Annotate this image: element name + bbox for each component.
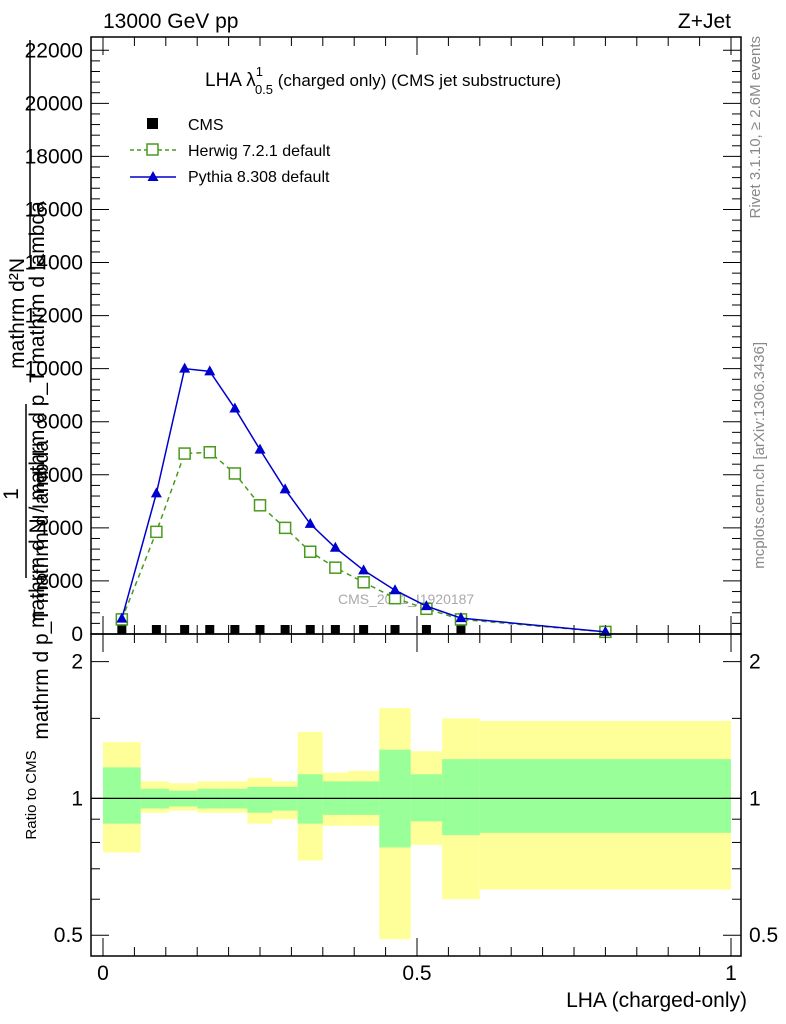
- herwig-point: [278, 521, 292, 535]
- plot-title-main: LHA λ: [205, 70, 256, 91]
- ratio-y-tick-label-right: 2: [749, 651, 761, 674]
- y-tick-label: 16000: [25, 198, 83, 221]
- header-right: Z+Jet: [678, 10, 731, 33]
- cms-point: [205, 625, 215, 634]
- pythia-point: [204, 365, 216, 376]
- pythia-point: [455, 612, 467, 623]
- y-tick-label: 0: [71, 623, 83, 646]
- plot-title: LHA λ1 0.5 (charged only) (CMS jet substr…: [205, 64, 561, 97]
- ratio-y-tick-label: 2: [71, 651, 83, 674]
- x-tick-label: 1: [725, 962, 737, 985]
- y-tick-label: 20000: [25, 92, 83, 115]
- y-tick-label: 2000: [36, 570, 83, 593]
- pythia-point: [279, 483, 291, 494]
- herwig-point: [253, 499, 267, 512]
- legend-herwig-label: Herwig 7.2.1 default: [188, 143, 331, 160]
- ratio-y-tick-label-right: 1: [749, 787, 761, 810]
- ratio-axis-ticks: 0.5 0.5 1 1 2 2 0 0.5 1: [54, 634, 778, 985]
- y-tick-label: 12000: [25, 305, 83, 328]
- ratio-inner-band: [103, 767, 141, 824]
- cms-point: [230, 625, 240, 634]
- cms-point: [390, 625, 400, 634]
- herwig-point: [329, 561, 342, 574]
- legend-cms-marker: [147, 118, 158, 129]
- pythia-point: [254, 443, 266, 454]
- pythia-point: [304, 517, 316, 528]
- y-tick-label: 18000: [25, 145, 83, 168]
- pythia-point: [389, 584, 401, 595]
- cms-point: [359, 625, 369, 634]
- pythia-point: [329, 541, 341, 552]
- ratio-inner-band: [479, 759, 731, 833]
- plot-title-sup: 1: [256, 64, 263, 79]
- ratio-y-tick-label: 1: [71, 787, 83, 810]
- y-label-top-1: mathrm d²N: [6, 258, 29, 369]
- ratio-inner-band: [442, 759, 480, 836]
- cms-point: [305, 625, 315, 634]
- ratio-y-label: Ratio to CMS: [23, 750, 40, 839]
- rivet-label: Rivet 3.1.10, ≥ 2.6M events: [747, 36, 764, 219]
- y-tick-label: 14000: [25, 252, 83, 275]
- pythia-point: [229, 402, 241, 413]
- herwig-point: [228, 467, 242, 480]
- pythia-point: [179, 362, 191, 373]
- y-tick-label: 4000: [36, 517, 83, 540]
- y-label-denominator: mathrm d N / mathrm d p_T mathrm d lambd…: [26, 201, 49, 628]
- pythia-point: [150, 487, 162, 498]
- legend-pythia-label: Pythia 8.308 default: [188, 169, 330, 186]
- y-tick-label: 6000: [36, 464, 83, 487]
- legend-pythia-marker: [147, 171, 159, 181]
- x-tick-label: 0.5: [402, 962, 431, 985]
- cms-point: [151, 625, 161, 634]
- cms-point: [456, 625, 466, 634]
- cms-point: [330, 625, 340, 634]
- x-tick-label: 0: [97, 962, 109, 985]
- y-label-numerator: 1: [0, 488, 23, 500]
- herwig-point: [203, 445, 217, 459]
- plot-title-sub: 0.5: [255, 82, 273, 97]
- mcplots-label: mcplots.cern.ch [arXiv:1306.3436]: [751, 342, 768, 569]
- ratio-y-tick-label-right: 0.5: [749, 924, 778, 947]
- watermark: CMS_2021_I1920187: [338, 591, 474, 607]
- pythia-point: [358, 564, 370, 575]
- series-line-pythia: [121, 367, 606, 633]
- plot-title-rest: (charged only) (CMS jet substructure): [273, 71, 561, 90]
- y-tick-label: 22000: [25, 39, 83, 62]
- pythia-point: [420, 600, 432, 611]
- legend-cms-label: CMS: [188, 117, 224, 134]
- herwig-point: [388, 591, 402, 605]
- cms-point: [255, 625, 265, 634]
- legend: CMS Herwig 7.2.1 default Pythia 8.308 de…: [130, 117, 331, 186]
- herwig-point: [357, 576, 370, 589]
- y-label-top-2: mathrm d p_T mathrm d lambda: [30, 440, 53, 740]
- x-axis-label: LHA (charged-only): [566, 989, 747, 1012]
- cms-point: [421, 625, 431, 634]
- legend-herwig-marker: [146, 143, 159, 156]
- plot-title-text: LHA λ1 0.5 (charged only) (CMS jet substr…: [205, 64, 561, 97]
- ratio-bands: [91, 708, 741, 940]
- ratio-frame: [90, 633, 742, 957]
- main-series: [115, 362, 612, 639]
- cms-point: [117, 625, 127, 634]
- y-axis-label: mathrm d²N mathrm d p_T mathrm d lambda …: [0, 40, 53, 740]
- cms-point: [180, 625, 190, 634]
- main-axis-ticks: 0 2000 4000 6000 8000 10000 12000 14000 16000 180…: [25, 37, 741, 646]
- pythia-point: [116, 612, 128, 623]
- herwig-point: [303, 545, 317, 558]
- y-tick-label: 10000: [25, 358, 83, 381]
- header-left: 13000 GeV pp: [103, 10, 238, 33]
- herwig-point: [178, 447, 191, 460]
- herwig-point: [150, 525, 163, 539]
- ratio-y-tick-label: 0.5: [54, 924, 83, 947]
- ratio-inner-band: [247, 786, 273, 813]
- cms-point: [280, 625, 290, 634]
- y-tick-label: 8000: [36, 411, 83, 434]
